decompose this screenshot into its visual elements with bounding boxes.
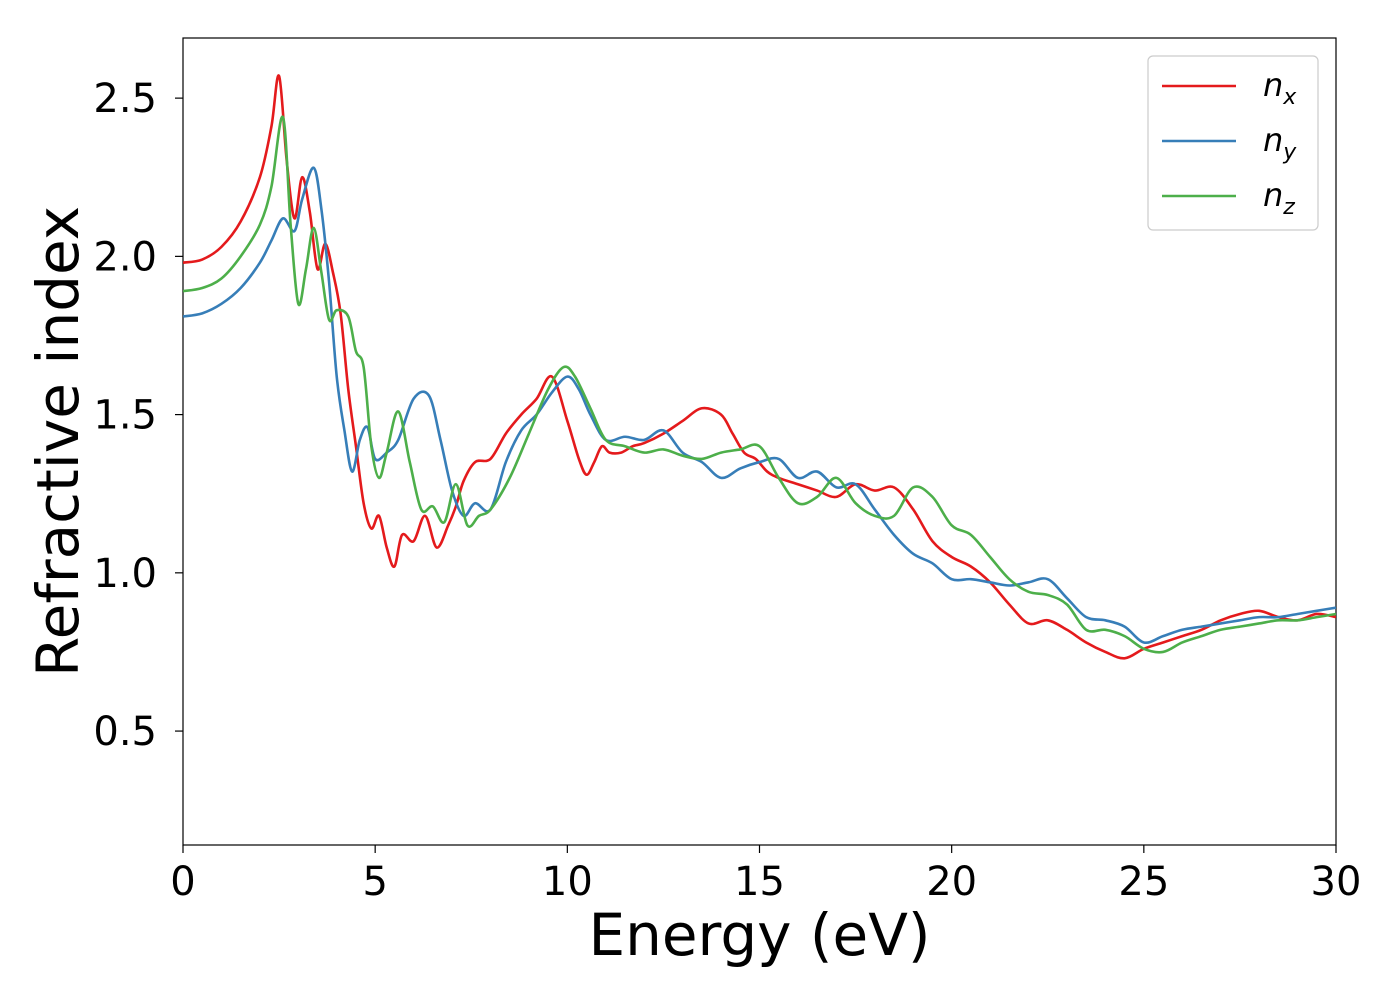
x-tick-label: 5 xyxy=(362,859,387,905)
y-tick-label: 2.0 xyxy=(93,234,157,280)
x-tick-label: 15 xyxy=(734,859,785,905)
x-axis-title: Energy (eV) xyxy=(588,901,930,969)
series-line-nx xyxy=(183,74,1336,660)
legend-label-ny: ny xyxy=(1263,121,1297,165)
y-tick-label: 1.0 xyxy=(93,551,157,597)
x-tick-label: 30 xyxy=(1311,859,1362,905)
x-axis: 0 5 10 15 20 25 30 xyxy=(170,845,1361,905)
legend-label-nx: nx xyxy=(1263,66,1297,110)
x-tick-label: 25 xyxy=(1118,859,1169,905)
legend-label-nz: nz xyxy=(1263,176,1295,220)
y-tick-label: 2.5 xyxy=(93,76,157,122)
series-line-nz xyxy=(183,115,1336,654)
series-line-ny xyxy=(183,166,1336,645)
y-tick-label: 0.5 xyxy=(93,709,157,755)
y-tick-label: 1.5 xyxy=(93,393,157,439)
series-layer xyxy=(183,74,1336,660)
legend-box xyxy=(1147,55,1319,231)
y-axis: 0.5 1.0 1.5 2.0 2.5 xyxy=(93,76,183,755)
y-axis-title: Refractive index xyxy=(24,206,92,677)
x-tick-label: 10 xyxy=(542,859,593,905)
x-tick-label: 0 xyxy=(170,859,195,905)
legend: nx ny nz xyxy=(1147,55,1319,231)
x-tick-label: 20 xyxy=(926,859,977,905)
